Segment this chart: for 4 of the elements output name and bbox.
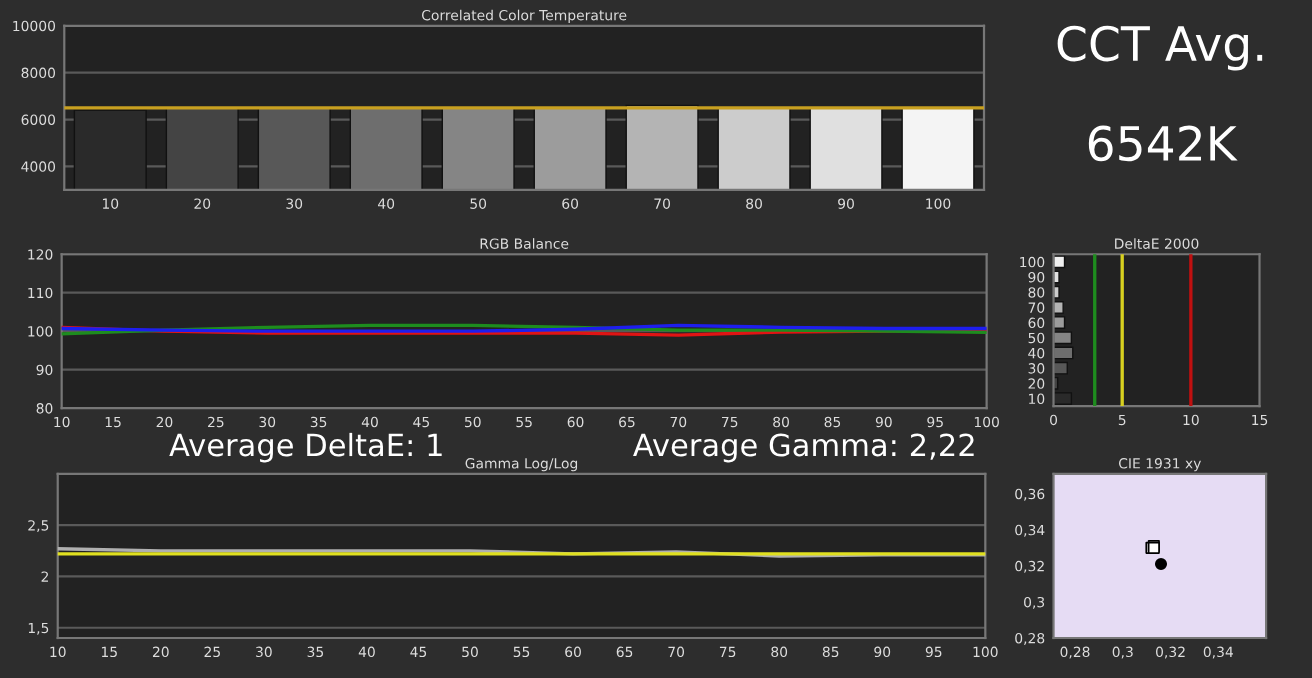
text: Average Gamma: 2,22	[633, 433, 974, 463]
text: Average DeltaE: 1	[169, 432, 442, 463]
text: 6542K	[1088, 125, 1238, 162]
text: CCT Avg.	[1057, 25, 1263, 71]
